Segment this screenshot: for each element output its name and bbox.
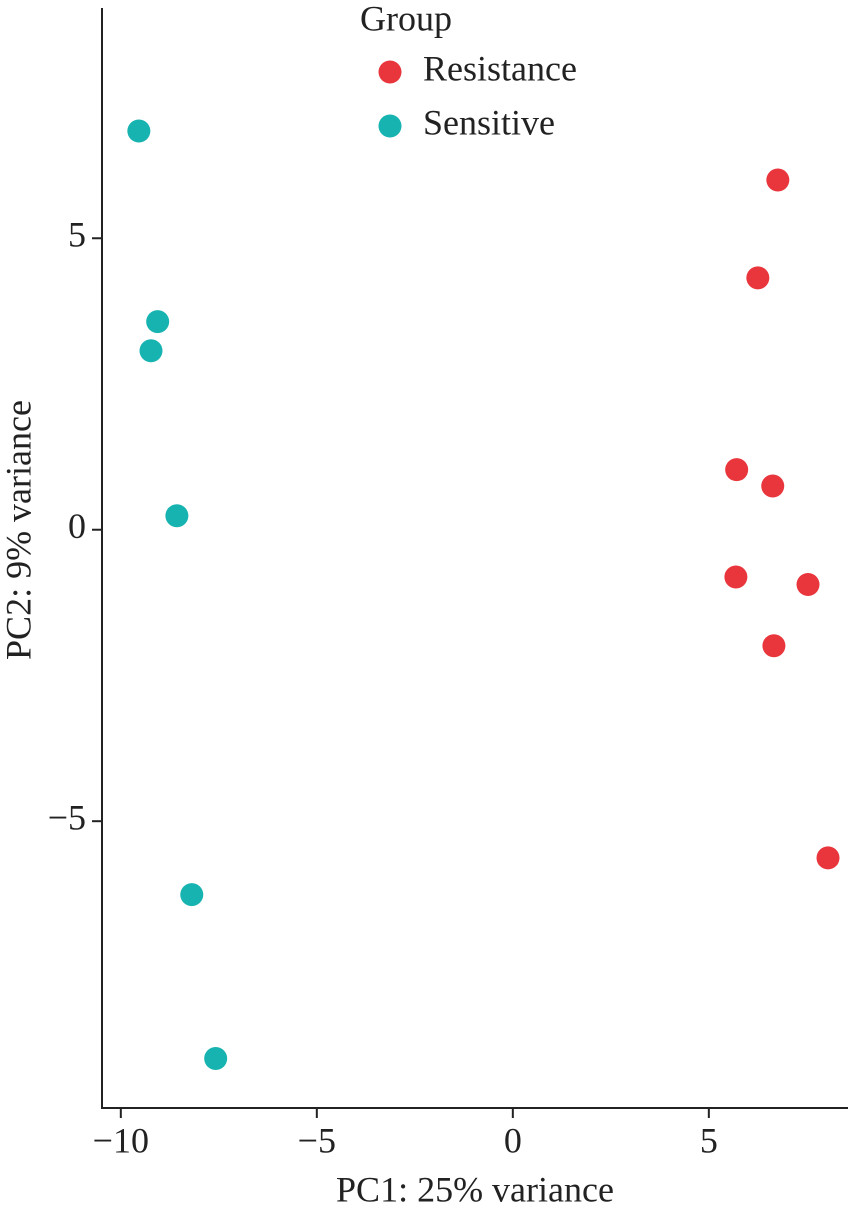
legend-marker (378, 114, 402, 138)
point (139, 339, 163, 363)
point (180, 883, 204, 907)
legend-label: Sensitive (423, 102, 555, 142)
x-tick-label: −5 (298, 1120, 336, 1160)
point (724, 565, 748, 589)
point (146, 310, 170, 334)
x-tick-label: −10 (93, 1120, 149, 1160)
x-tick-label: 5 (700, 1120, 718, 1160)
y-axis-label: PC2: 9% variance (0, 400, 38, 660)
point (762, 634, 786, 658)
point (766, 168, 790, 192)
point (761, 474, 785, 498)
point (127, 119, 151, 143)
legend-label: Resistance (423, 48, 577, 88)
point (816, 846, 840, 870)
point (165, 504, 189, 528)
y-tick-label: 0 (68, 506, 86, 546)
x-axis-label: PC1: 25% variance (336, 1169, 614, 1209)
point (725, 458, 749, 482)
y-tick-label: −5 (48, 797, 86, 837)
legend-marker (378, 60, 402, 84)
x-tick-label: 0 (504, 1120, 522, 1160)
point (796, 573, 820, 597)
point (204, 1046, 228, 1070)
point (746, 266, 770, 290)
y-tick-label: 5 (68, 215, 86, 255)
legend-title: Group (360, 0, 452, 38)
